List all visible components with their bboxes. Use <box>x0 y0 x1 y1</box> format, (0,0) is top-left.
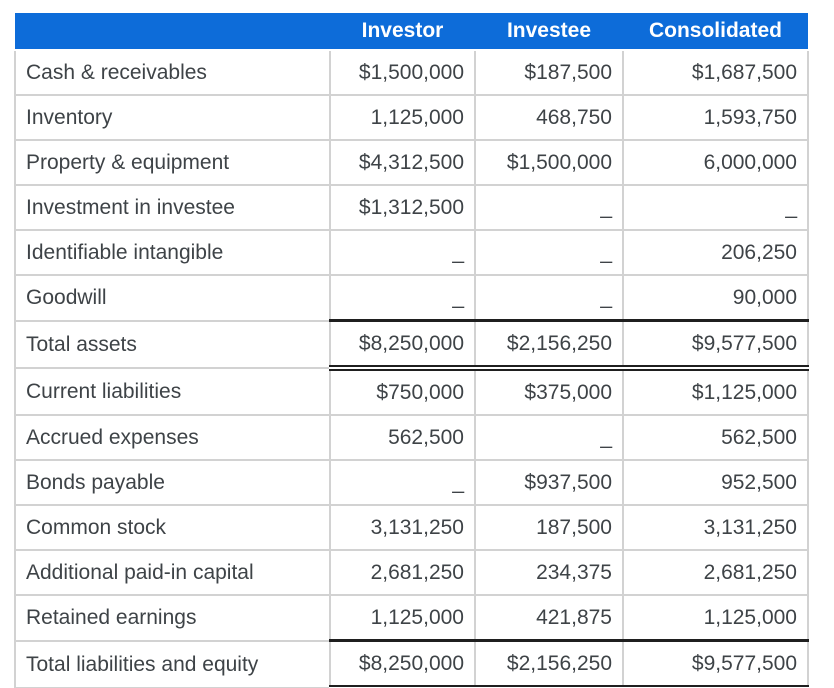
cell-investee: 234,375 <box>474 549 624 596</box>
row-label-cell: Current liabilities <box>14 367 331 416</box>
cell-investee: $1,500,000 <box>474 139 624 186</box>
table-row: Investment in investee $1,312,500 _ _ <box>14 184 809 231</box>
table-row: Cash & receivables $1,500,000 $187,500 $1,6… <box>14 49 809 96</box>
cell-investee: $2,156,250 <box>474 639 624 688</box>
consolidated-balance-sheet-table: Investor Investee Consolidated Cash & re… <box>14 13 809 688</box>
table-row-total: Total assets $8,250,000 $2,156,250 $9,577,5… <box>14 319 809 371</box>
row-label-cell: Additional paid-in capital <box>14 549 331 596</box>
table-row: Goodwill _ _ 90,000 <box>14 274 809 322</box>
cell-investee: $187,500 <box>474 49 624 96</box>
cell-consolidated: 562,500 <box>622 414 809 461</box>
cell-consolidated: _ <box>622 184 809 231</box>
cell-investor: $750,000 <box>329 367 476 416</box>
cell-investee: _ <box>474 414 624 461</box>
table-row: Retained earnings 1,125,000 421,875 1,125,0… <box>14 594 809 642</box>
cell-investee: _ <box>474 274 624 322</box>
cell-investor: _ <box>329 459 476 506</box>
cell-investee: 187,500 <box>474 504 624 551</box>
cell-investor: _ <box>329 274 476 322</box>
cell-investee: _ <box>474 184 624 231</box>
table-row: Bonds payable _ $937,500 952,500 <box>14 459 809 506</box>
row-label-cell: Total assets <box>14 319 331 369</box>
row-label-cell: Accrued expenses <box>14 414 331 461</box>
cell-consolidated: $1,687,500 <box>622 49 809 96</box>
row-label-cell: Bonds payable <box>14 459 331 506</box>
cell-investee: $2,156,250 <box>474 319 624 371</box>
table-row: Identifiable intangible _ _ 206,250 <box>14 229 809 276</box>
row-label-cell: Identifiable intangible <box>14 229 331 276</box>
cell-investor: 1,125,000 <box>329 94 476 141</box>
cell-consolidated: 90,000 <box>622 274 809 322</box>
header-column-investor: Investor <box>330 13 475 51</box>
cell-investee: 468,750 <box>474 94 624 141</box>
table-row: Common stock 3,131,250 187,500 3,131,250 <box>14 504 809 551</box>
table-row: Accrued expenses 562,500 _ 562,500 <box>14 414 809 461</box>
table-row: Property & equipment $4,312,500 $1,500,000… <box>14 139 809 186</box>
cell-investor: 2,681,250 <box>329 549 476 596</box>
cell-consolidated: 6,000,000 <box>622 139 809 186</box>
cell-investor: $1,500,000 <box>329 49 476 96</box>
cell-investee: _ <box>474 229 624 276</box>
table-row: Additional paid-in capital 2,681,250 234,3… <box>14 549 809 596</box>
cell-consolidated: 2,681,250 <box>622 549 809 596</box>
cell-investor: 1,125,000 <box>329 594 476 642</box>
cell-investor: $8,250,000 <box>329 319 476 371</box>
header-row: Investor Investee Consolidated <box>15 13 808 51</box>
cell-consolidated: 1,125,000 <box>622 594 809 642</box>
row-label-cell: Goodwill <box>14 274 331 322</box>
table-row: Inventory 1,125,000 468,750 1,593,750 <box>14 94 809 141</box>
header-corner-cell <box>15 13 330 51</box>
cell-investee: 421,875 <box>474 594 624 642</box>
cell-consolidated: 1,593,750 <box>622 94 809 141</box>
cell-investor: $4,312,500 <box>329 139 476 186</box>
row-label-cell: Total liabilities and equity <box>14 639 331 688</box>
cell-investee: $937,500 <box>474 459 624 506</box>
cell-investor: 562,500 <box>329 414 476 461</box>
header-column-investee: Investee <box>475 13 623 51</box>
cell-consolidated: $1,125,000 <box>622 367 809 416</box>
table-row-total: Total liabilities and equity $8,250,000 $2… <box>14 639 809 688</box>
cell-consolidated: 3,131,250 <box>622 504 809 551</box>
header-column-consolidated: Consolidated <box>623 13 808 51</box>
row-label-cell: Investment in investee <box>14 184 331 231</box>
row-label-cell: Property & equipment <box>14 139 331 186</box>
cell-consolidated: 952,500 <box>622 459 809 506</box>
table-row: Current liabilities $750,000 $375,000 $1,12… <box>14 367 809 416</box>
table-body: Cash & receivables $1,500,000 $187,500 $1,6… <box>14 49 809 688</box>
row-label-cell: Inventory <box>14 94 331 141</box>
row-label-cell: Retained earnings <box>14 594 331 642</box>
cell-investor: $1,312,500 <box>329 184 476 231</box>
row-label-cell: Cash & receivables <box>14 49 331 96</box>
cell-consolidated: $9,577,500 <box>622 319 809 371</box>
cell-investee: $375,000 <box>474 367 624 416</box>
cell-consolidated: $9,577,500 <box>622 639 809 688</box>
cell-investor: 3,131,250 <box>329 504 476 551</box>
cell-investor: $8,250,000 <box>329 639 476 688</box>
cell-investor: _ <box>329 229 476 276</box>
row-label-cell: Common stock <box>14 504 331 551</box>
cell-consolidated: 206,250 <box>622 229 809 276</box>
